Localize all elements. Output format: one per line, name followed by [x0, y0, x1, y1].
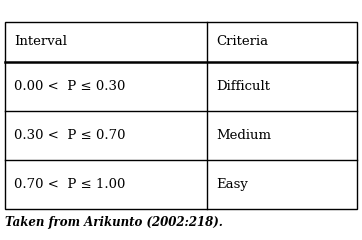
Text: 0.00 <  P ≤ 0.30: 0.00 < P ≤ 0.30: [14, 80, 126, 93]
Text: Interval: Interval: [14, 35, 67, 48]
Text: 0.30 <  P ≤ 0.70: 0.30 < P ≤ 0.70: [14, 129, 126, 142]
Text: Easy: Easy: [216, 178, 248, 191]
Text: Criteria: Criteria: [216, 35, 269, 48]
Bar: [5, 22, 357, 209]
Text: 0.70 <  P ≤ 1.00: 0.70 < P ≤ 1.00: [14, 178, 126, 191]
Text: Difficult: Difficult: [216, 80, 270, 93]
Text: Taken from Arikunto (2002:218).: Taken from Arikunto (2002:218).: [5, 216, 223, 229]
Text: Medium: Medium: [216, 129, 272, 142]
